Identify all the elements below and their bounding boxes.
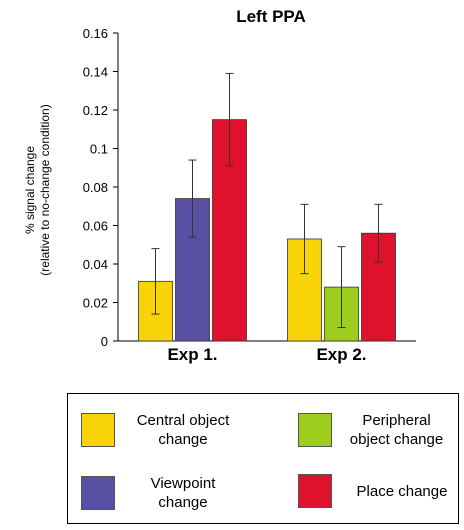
y-axis-label-line1: % signal change	[23, 146, 37, 234]
x-category-label: Exp 1.	[167, 345, 217, 364]
legend-viewpoint-line2: change	[158, 494, 208, 511]
legend-peripheral-line1: Peripheral	[362, 412, 431, 429]
legend-viewpoint-line1: Viewpoint	[150, 475, 216, 492]
y-tick-label: 0.16	[83, 26, 108, 41]
y-tick-label: 0.1	[90, 142, 108, 157]
y-tick-label: 0.02	[83, 296, 108, 311]
legend-item-place: Place change	[298, 474, 462, 508]
y-axis-label-line2: (relative to no-change condition)	[38, 104, 52, 275]
y-tick-label: 0.04	[83, 257, 108, 272]
legend-swatch-viewpoint	[81, 476, 115, 510]
y-tick-label: 0	[101, 334, 108, 349]
legend-place-line1: Place change	[356, 482, 448, 500]
plot-area: 0 0.02 0.04 0.06 0.08 0.1 0.12 0.14 0.16 Exp 1. Ex…	[83, 26, 416, 364]
y-tick-label: 0.14	[83, 65, 108, 80]
legend-label-place: Place change	[342, 482, 462, 501]
legend-item-viewpoint: Viewpoint change	[81, 474, 243, 512]
legend-swatch-place	[298, 474, 332, 508]
bar	[287, 238, 322, 342]
legend-label-central: Central object change	[123, 411, 243, 449]
y-tick-label: 0.06	[83, 219, 108, 234]
y-tick-label: 0.12	[83, 103, 108, 118]
y-axis-label: % signal change (relative to no-change c…	[23, 104, 52, 275]
bar-chart: Left PPA % signal change (relative to no…	[23, 7, 416, 364]
legend-label-viewpoint: Viewpoint change	[123, 474, 243, 512]
legend: Central object change Peripheral object …	[67, 393, 459, 524]
legend-peripheral-line2: object change	[349, 431, 444, 448]
x-category-label: Exp 2.	[316, 345, 366, 364]
chart-title: Left PPA	[236, 7, 306, 26]
legend-swatch-central	[81, 413, 115, 447]
y-tick-label: 0.08	[83, 180, 108, 195]
legend-central-line2: change	[158, 431, 208, 448]
legend-item-peripheral: Peripheral object change	[298, 411, 459, 449]
legend-central-line1: Central object	[136, 412, 230, 429]
legend-label-peripheral: Peripheral object change	[334, 411, 459, 449]
legend-item-central: Central object change	[81, 411, 243, 449]
legend-swatch-peripheral	[298, 413, 332, 447]
